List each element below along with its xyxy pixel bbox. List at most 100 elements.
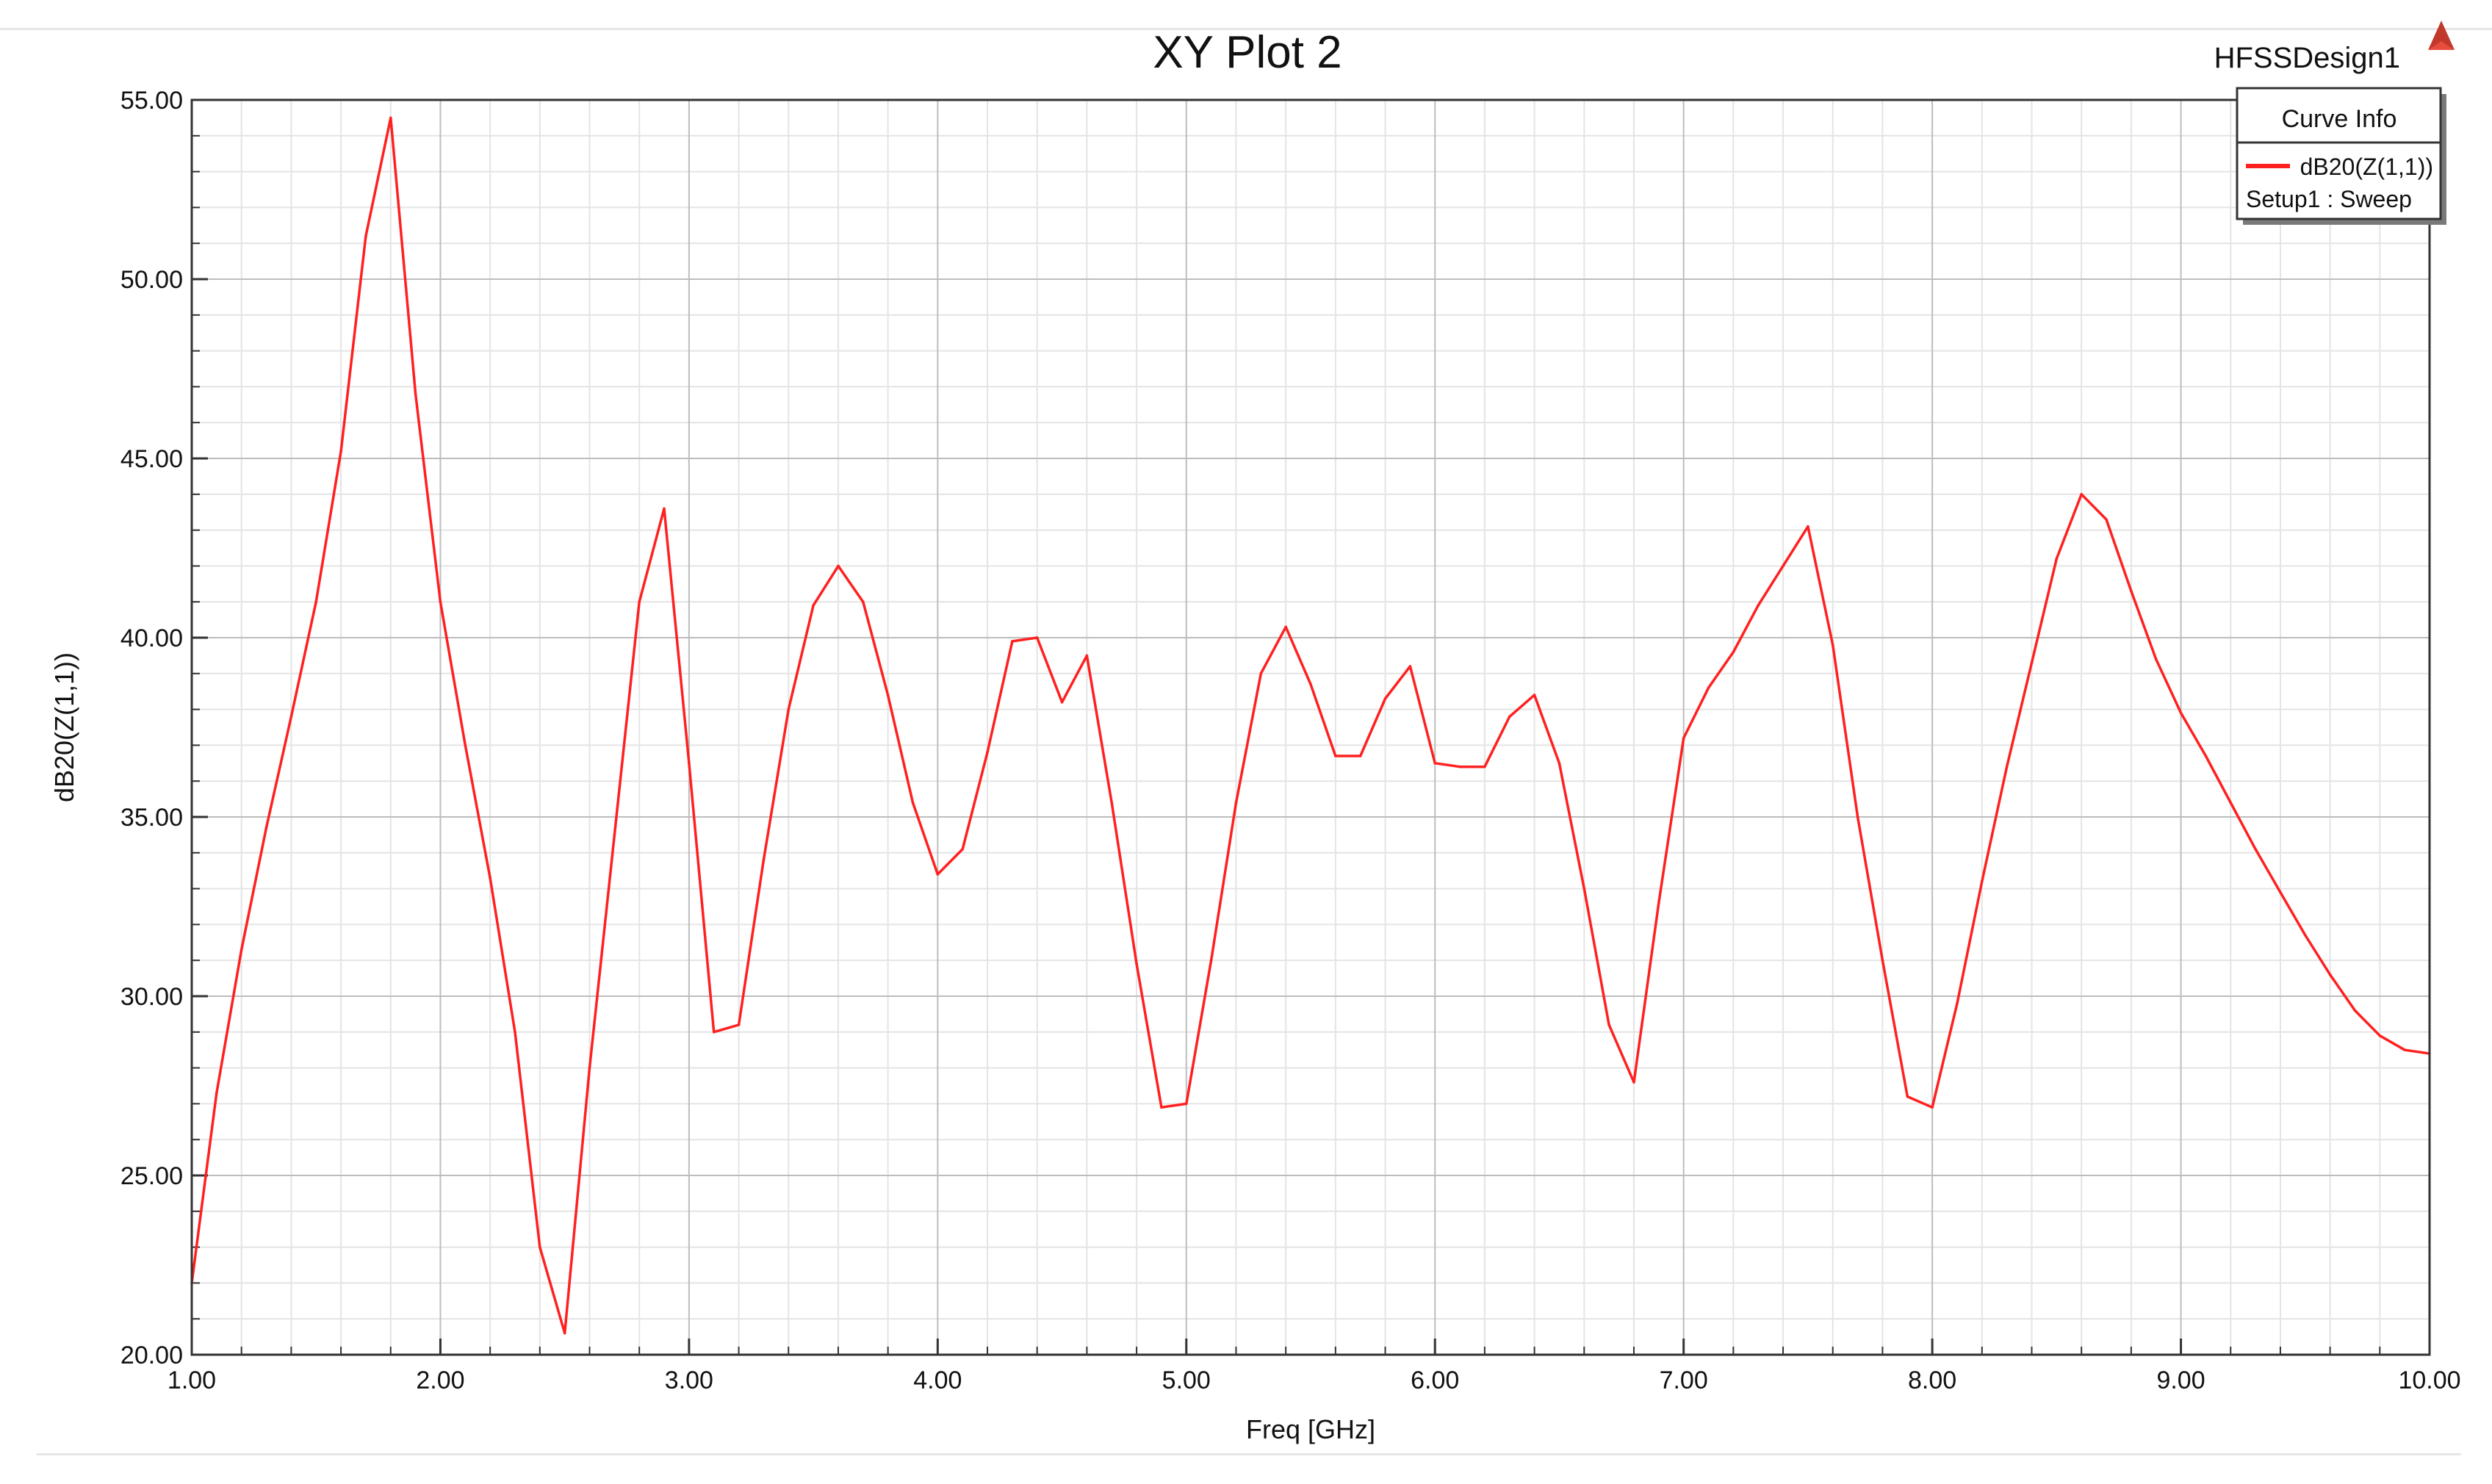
data-point (339, 450, 342, 453)
data-point (862, 600, 865, 603)
data-point (1284, 625, 1287, 629)
data-point (663, 507, 666, 511)
data-point (2353, 1009, 2357, 1012)
data-point (563, 1331, 566, 1335)
data-point (514, 1031, 516, 1034)
data-point (1209, 959, 1213, 962)
data-point (1309, 682, 1312, 686)
x-tick-label: 9.00 (2156, 1366, 2205, 1394)
x-tick-label: 5.00 (1162, 1366, 1211, 1394)
data-point (2130, 589, 2133, 593)
data-point (688, 762, 691, 765)
y-tick-label: 30.00 (120, 983, 183, 1011)
data-point (812, 604, 815, 607)
data-point (613, 833, 616, 837)
data-point (2080, 493, 2083, 496)
x-tick-label: 1.00 (168, 1366, 216, 1394)
data-point (1135, 962, 1138, 965)
x-tick-label: 3.00 (665, 1366, 713, 1394)
data-point (264, 826, 268, 829)
legend-series-setup: Setup1 : Sweep (2246, 186, 2412, 212)
data-point (1707, 686, 1710, 690)
window-bottom-divider (37, 1453, 2461, 1455)
data-point (737, 1023, 741, 1026)
legend-series-name: dB20(Z(1,1)) (2300, 154, 2433, 180)
data-point (638, 600, 641, 603)
data-point (1931, 1106, 1934, 1109)
data-point (787, 707, 791, 711)
data-point (762, 858, 766, 862)
data-point (936, 873, 940, 876)
y-tick-label: 50.00 (120, 266, 183, 294)
x-axis-label: Freq [GHz] (1246, 1414, 1375, 1444)
data-point (240, 948, 243, 951)
data-point (1807, 525, 1809, 528)
data-point (1085, 654, 1089, 658)
data-point (986, 751, 989, 754)
data-point (712, 1031, 716, 1034)
data-point (1110, 801, 1113, 804)
data-point (1160, 1106, 1163, 1109)
data-point (2055, 557, 2059, 561)
y-tick-label: 20.00 (120, 1341, 183, 1369)
data-point (1408, 665, 1412, 668)
data-point (439, 600, 442, 603)
data-point (1981, 880, 1984, 883)
window-top-divider (0, 28, 2492, 30)
legend-box[interactable]: Curve Info dB20(Z(1,1)) Setup1 : Sweep (2236, 87, 2446, 225)
data-point (2105, 518, 2108, 521)
data-point (1558, 762, 1561, 765)
data-point (1533, 694, 1536, 696)
data-point (364, 234, 367, 238)
data-point (2204, 754, 2208, 757)
data-point (1483, 765, 1486, 768)
x-tick-label: 7.00 (1660, 1366, 1708, 1394)
data-point (2179, 711, 2183, 715)
data-point (1060, 701, 1064, 704)
data-point (1831, 644, 1834, 646)
data-point (414, 392, 417, 395)
data-point (2254, 848, 2257, 851)
data-point (2328, 973, 2332, 976)
data-point (911, 801, 915, 804)
data-point (2403, 1048, 2406, 1051)
series-line-dB20-Z11 (190, 116, 2430, 1335)
data-point (1657, 901, 1660, 904)
data-point (289, 715, 293, 718)
data-point (2229, 801, 2232, 804)
legend-title: Curve Info (2282, 105, 2397, 133)
data-point (489, 876, 491, 879)
data-point (961, 848, 964, 851)
data-point (1856, 815, 1859, 818)
data-point (588, 1066, 591, 1070)
data-point (886, 694, 890, 696)
y-tick-label: 25.00 (120, 1162, 183, 1190)
data-point (1782, 564, 1785, 568)
data-point (1458, 765, 1461, 768)
y-tick-label: 55.00 (120, 87, 183, 115)
data-point (1582, 887, 1586, 890)
legend-panel (2236, 87, 2442, 220)
plot-frame (190, 98, 2431, 1356)
data-point (2154, 658, 2158, 661)
data-point (1732, 650, 1735, 654)
data-point (1508, 715, 1511, 718)
data-point (837, 564, 840, 568)
design-name-label: HFSSDesign1 (2214, 42, 2400, 74)
data-point (2378, 1034, 2382, 1037)
y-axis-label: dB20(Z(1,1)) (49, 652, 79, 802)
data-point (389, 116, 392, 120)
data-point (1011, 640, 1014, 643)
data-point (1632, 1081, 1635, 1084)
data-point (1185, 1102, 1188, 1106)
chart-title: XY Plot 2 (1153, 27, 1342, 78)
y-tick-label: 40.00 (120, 624, 183, 652)
data-point (1433, 762, 1436, 765)
data-point (1383, 697, 1387, 700)
x-tick-label: 6.00 (1411, 1366, 1459, 1394)
data-point (1259, 672, 1263, 675)
y-tick-label: 45.00 (120, 445, 183, 473)
data-point (1956, 1002, 1959, 1005)
